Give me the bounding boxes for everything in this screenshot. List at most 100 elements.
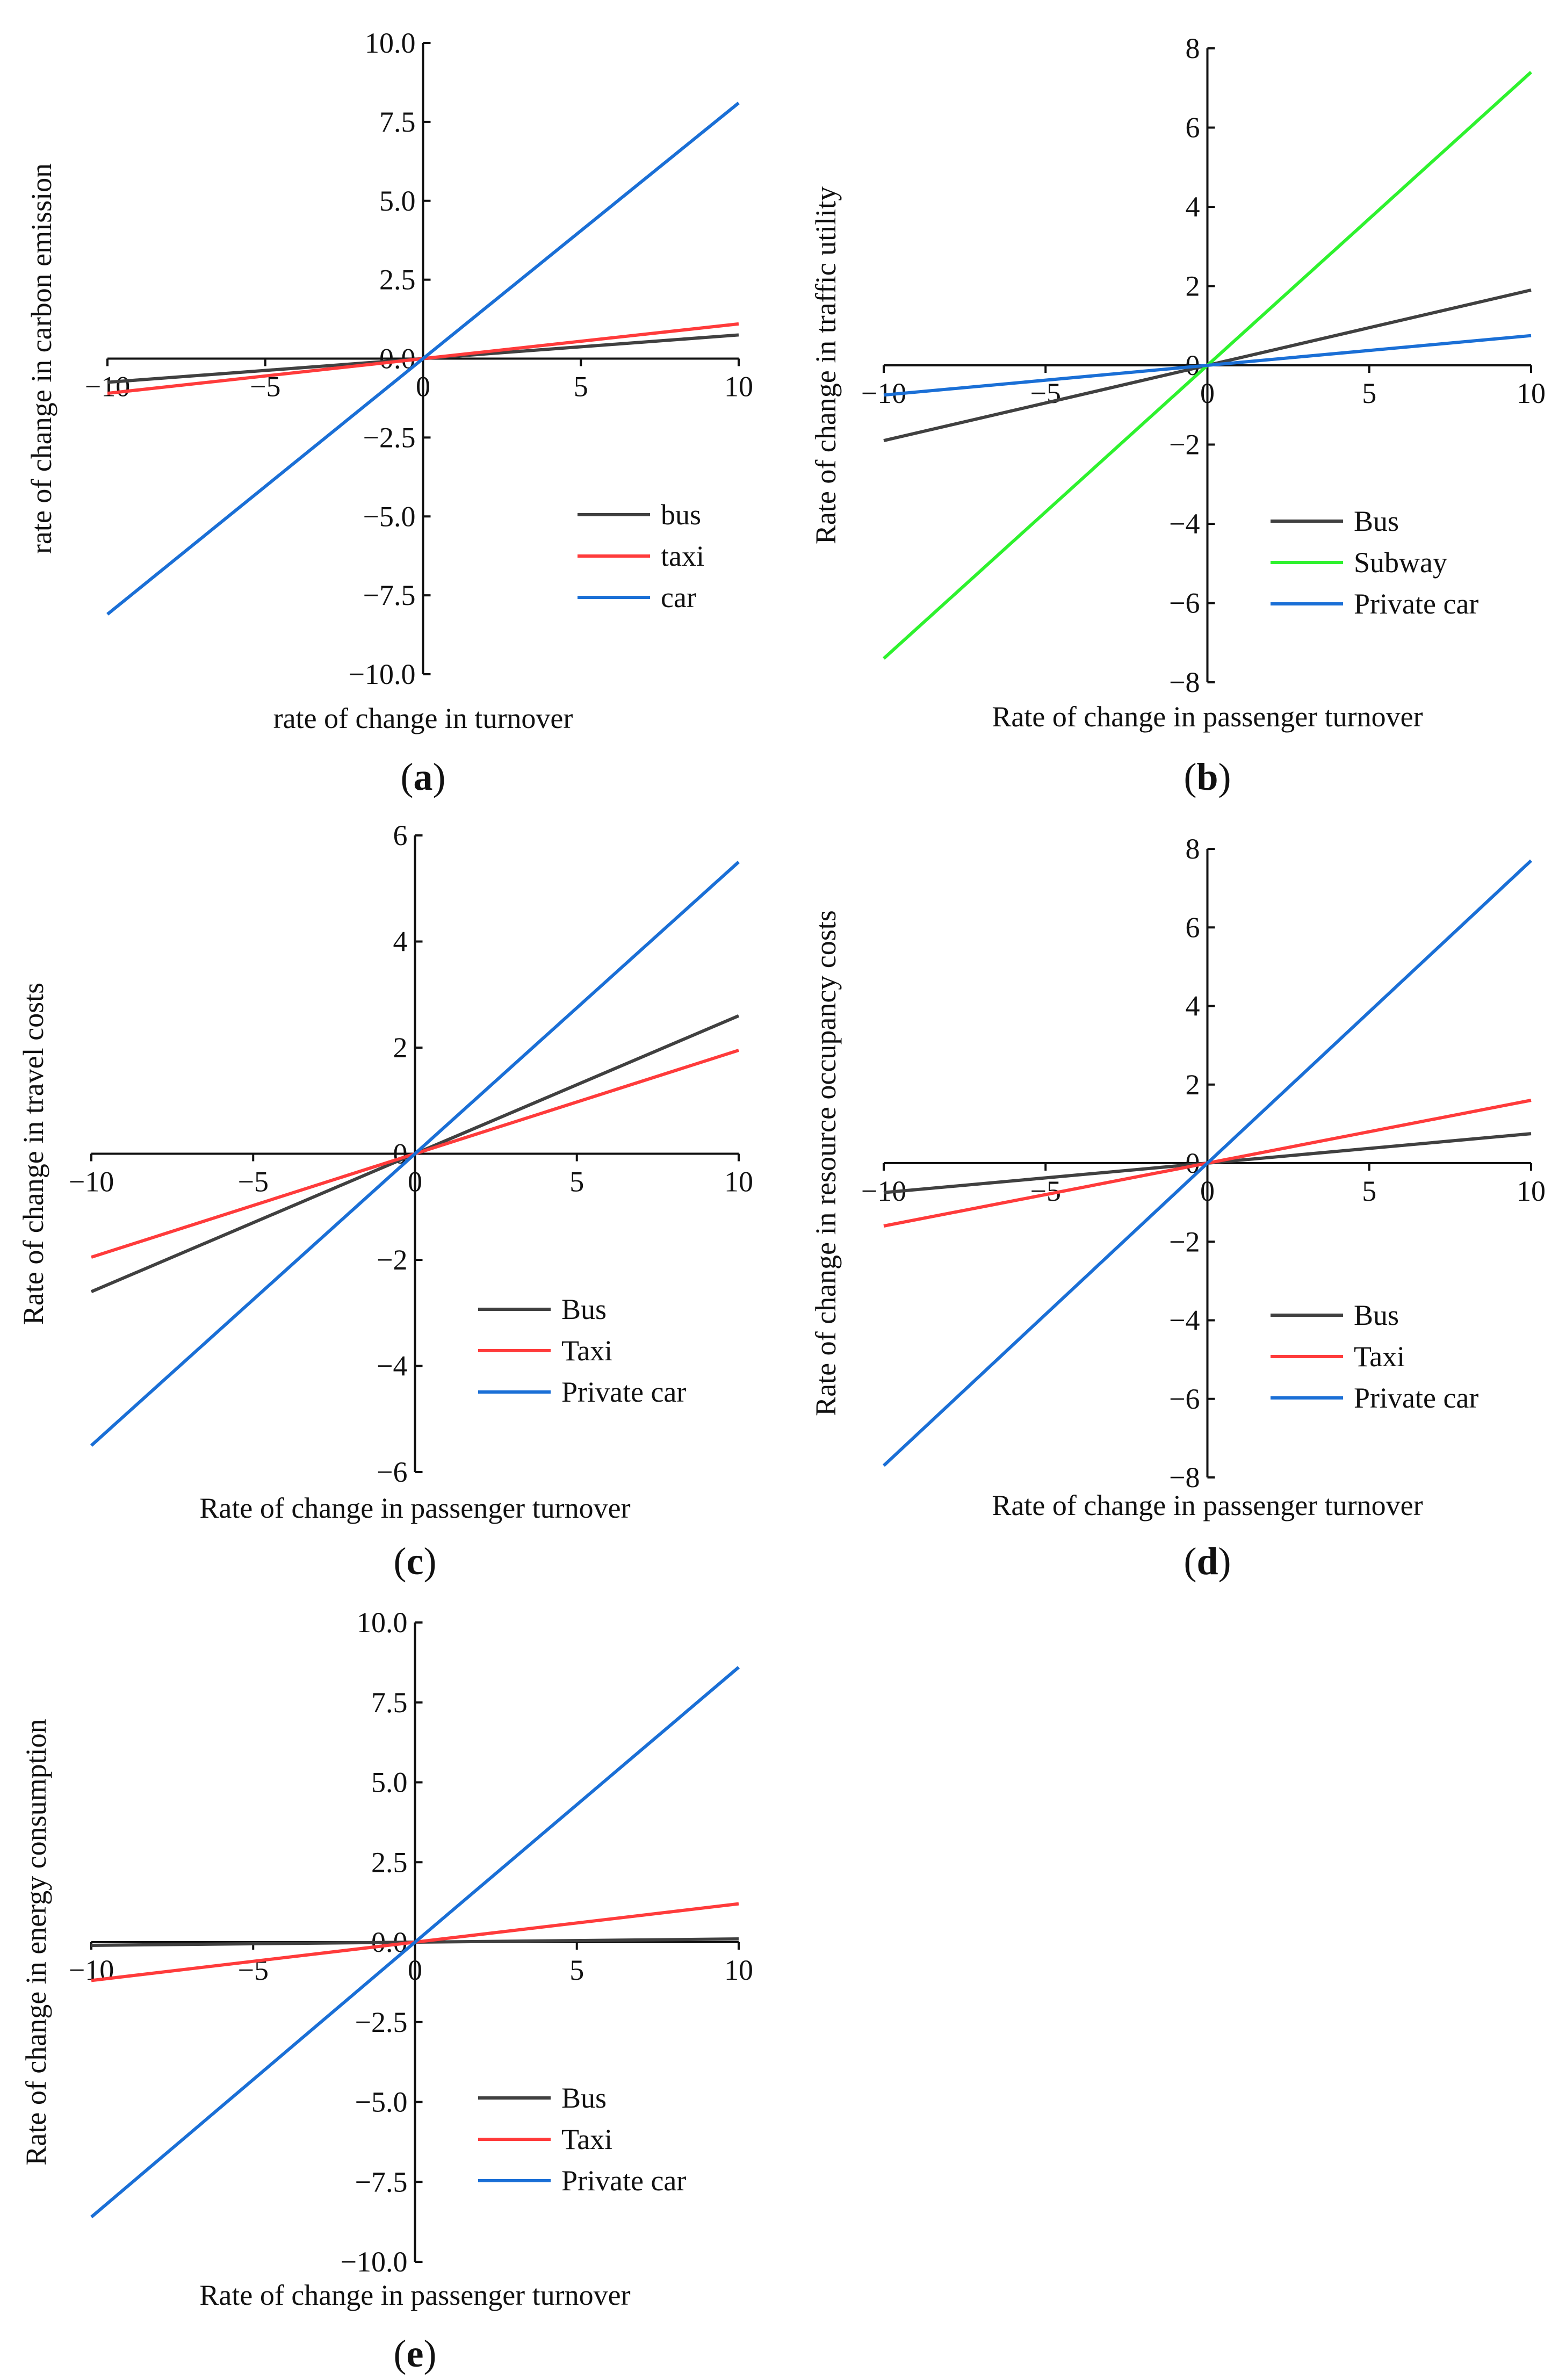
y-tick-label: −5.0	[363, 500, 416, 532]
series-line-car	[883, 334, 1532, 397]
legend-label: Private car	[561, 1376, 686, 1408]
x-tick-label: −10	[85, 371, 130, 403]
caption-close: )	[1218, 1540, 1231, 1583]
caption-close: )	[423, 2332, 436, 2375]
caption-close: )	[423, 1540, 436, 1583]
y-tick-label: 8	[1186, 32, 1200, 64]
series-line-car	[106, 102, 740, 616]
caption-letter: d	[1196, 1540, 1218, 1583]
x-tick-label: −10	[69, 1166, 114, 1198]
x-tick-label: 5	[569, 1166, 584, 1198]
x-tick-label: 10	[724, 1166, 753, 1198]
caption-open: (	[401, 755, 414, 798]
y-tick-label: 2	[1186, 270, 1200, 302]
series-line-car	[882, 859, 1533, 1467]
caption-letter: c	[407, 1540, 424, 1583]
x-axis-title: Rate of change in passenger turnover	[992, 701, 1423, 733]
y-tick-label: 6	[1186, 112, 1200, 144]
x-tick-label: −5	[238, 1166, 269, 1198]
x-axis-title: Rate of change in passenger turnover	[199, 2279, 630, 2311]
y-tick-label: −6	[377, 1456, 407, 1488]
x-tick-label: 5	[1362, 377, 1376, 409]
y-tick-label: −7.5	[355, 2166, 408, 2198]
panel-caption: (b)	[1183, 755, 1231, 798]
x-tick-label: 10	[724, 1954, 753, 1986]
y-tick-label: −2	[1169, 429, 1200, 461]
legend-label: Taxi	[561, 1335, 612, 1367]
y-tick-label: −2.5	[363, 421, 416, 453]
x-tick-label: 5	[574, 371, 588, 403]
x-tick-label: 0	[408, 1954, 422, 1986]
y-axis-title: Rate of change in energy consumption	[20, 1719, 52, 2165]
y-tick-label: −10.0	[349, 658, 416, 690]
panel-caption: (a)	[401, 755, 446, 798]
x-tick-label: 0	[408, 1166, 422, 1198]
y-tick-label: −6	[1169, 587, 1200, 619]
y-tick-label: −4	[1169, 1304, 1200, 1337]
legend-label: car	[661, 581, 696, 614]
y-tick-label: 2	[1186, 1069, 1200, 1101]
y-tick-label: −4	[1169, 508, 1200, 540]
x-tick-label: 10	[1517, 377, 1546, 409]
y-tick-label: −7.5	[363, 579, 416, 611]
y-axis-title: rate of change in carbon emission	[25, 163, 57, 554]
x-axis-title: rate of change in turnover	[273, 702, 573, 734]
panel-caption: (d)	[1183, 1540, 1231, 1583]
y-tick-label: −2	[377, 1244, 407, 1276]
legend-label: Private car	[561, 2165, 686, 2197]
y-tick-label: −8	[1169, 1461, 1200, 1494]
y-tick-label: 7.5	[371, 1686, 408, 1719]
y-tick-label: 4	[1186, 990, 1200, 1022]
y-tick-label: 6	[1186, 911, 1200, 943]
y-tick-label: 2	[393, 1032, 408, 1064]
legend-label: Bus	[1354, 1299, 1399, 1331]
y-tick-label: 6	[393, 819, 408, 852]
y-tick-label: 7.5	[379, 106, 416, 138]
x-tick-label: 0	[1200, 377, 1215, 409]
series-line-car	[90, 861, 740, 1447]
legend-label: taxi	[661, 540, 704, 572]
y-tick-label: 2.5	[371, 1846, 408, 1878]
y-tick-label: 8	[1186, 833, 1200, 865]
x-axis-title: Rate of change in passenger turnover	[992, 1489, 1423, 1521]
series-line-car	[90, 1666, 740, 2218]
legend-label: Bus	[1354, 505, 1399, 537]
legend-label: Taxi	[1354, 1340, 1405, 1373]
y-tick-label: −2.5	[355, 2006, 408, 2038]
caption-open: (	[1183, 1540, 1196, 1583]
y-axis-title: Rate of change in resource occupancy cos…	[810, 910, 842, 1416]
caption-letter: e	[407, 2332, 424, 2375]
legend-label: Taxi	[561, 2123, 612, 2155]
y-axis-title: Rate of change in travel costs	[17, 983, 49, 1325]
panel-caption: (e)	[394, 2332, 437, 2375]
legend-label: Bus	[561, 1293, 607, 1325]
caption-close: )	[1218, 755, 1231, 798]
x-tick-label: 5	[1362, 1175, 1376, 1207]
caption-open: (	[394, 1540, 407, 1583]
chart-panel-a: −10 −5 0 5 1010.07.55.02.50.0−2.5−5.0−7.5−10…	[25, 27, 753, 798]
y-tick-label: −8	[1169, 666, 1200, 698]
y-tick-label: 4	[393, 926, 408, 958]
legend-label: bus	[661, 499, 701, 531]
caption-letter: a	[414, 755, 433, 798]
caption-close: )	[433, 755, 446, 798]
x-tick-label: 10	[724, 371, 753, 403]
caption-open: (	[394, 2332, 407, 2375]
y-tick-label: 5.0	[371, 1766, 408, 1799]
y-tick-label: −4	[377, 1350, 407, 1382]
y-tick-label: −5.0	[355, 2086, 408, 2118]
y-tick-label: 10.0	[357, 1606, 408, 1639]
x-tick-label: 5	[569, 1954, 584, 1986]
legend-label: Private car	[1354, 1382, 1478, 1414]
caption-letter: b	[1196, 755, 1218, 798]
x-tick-label: 0	[1200, 1175, 1215, 1207]
legend-label: Bus	[561, 2082, 607, 2114]
panel-caption: (c)	[394, 1540, 437, 1583]
legend-label: Subway	[1354, 546, 1447, 579]
y-tick-label: −6	[1169, 1383, 1200, 1415]
y-tick-label: 2.5	[379, 264, 416, 296]
